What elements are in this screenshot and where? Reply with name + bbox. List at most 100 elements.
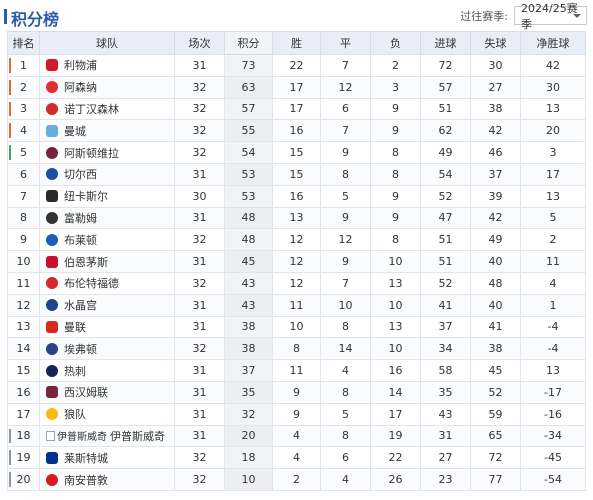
header-won[interactable]: 胜: [272, 31, 321, 55]
team-link[interactable]: 利物浦: [46, 57, 174, 73]
team-cell[interactable]: 利物浦: [39, 54, 175, 77]
team-link[interactable]: 富勒姆: [46, 210, 174, 226]
header-lost[interactable]: 负: [370, 31, 421, 55]
goals-against-cell: 72: [470, 446, 521, 470]
table-row[interactable]: 17 狼队 31 32 9 5 17 43 59 -16: [7, 402, 586, 426]
team-cell[interactable]: 阿斯顿维拉: [39, 141, 175, 164]
rank-cell: 2: [7, 75, 40, 99]
played-cell: 31: [174, 250, 225, 273]
team-cell[interactable]: 布莱顿: [39, 228, 175, 252]
team-cell[interactable]: 南安普敦: [39, 468, 175, 491]
crystal-palace-crest-icon: [46, 299, 58, 312]
team-link[interactable]: 伯恩茅斯: [46, 254, 174, 270]
table-row[interactable]: 14 埃弗顿 32 38 8 14 10 34 38 -4: [7, 337, 586, 361]
table-row[interactable]: 11 布伦特福德 32 43 12 7 13 52 48 4: [7, 271, 586, 295]
table-row[interactable]: 16 西汉姆联 31 35 9 8 14 35 52 -17: [7, 380, 586, 404]
team-cell[interactable]: 阿森纳: [39, 75, 175, 99]
team-link[interactable]: 布伦特福德: [46, 275, 174, 291]
won-cell: 11: [272, 359, 321, 382]
team-link[interactable]: 狼队: [46, 406, 174, 422]
goal-difference-cell: 3: [520, 141, 586, 164]
team-link[interactable]: 莱斯特城: [46, 450, 174, 466]
table-row[interactable]: 3 诺丁汉森林 32 57 17 6 9 51 38 13: [7, 97, 586, 121]
team-cell[interactable]: 诺丁汉森林: [39, 97, 175, 121]
team-link[interactable]: 西汉姆联: [46, 384, 174, 400]
team-cell[interactable]: 曼联: [39, 315, 175, 339]
team-cell[interactable]: 水晶宫: [39, 293, 175, 317]
team-cell[interactable]: 西汉姆联: [39, 380, 175, 404]
table-row[interactable]: 1 利物浦 31 73 22 7 2 72 30 42: [7, 54, 586, 77]
won-cell: 13: [272, 206, 321, 230]
team-cell[interactable]: 伊普斯威奇 伊普斯威奇: [39, 424, 175, 448]
table-row[interactable]: 13 曼联 31 38 10 8 13 37 41 -4: [7, 315, 586, 339]
goals-against-cell: 30: [470, 54, 521, 77]
team-link[interactable]: 曼城: [46, 123, 174, 139]
team-link[interactable]: 伊普斯威奇 伊普斯威奇: [46, 428, 174, 444]
table-row[interactable]: 2 阿森纳 32 63 17 12 3 57 27 30: [7, 75, 586, 99]
team-link[interactable]: 阿森纳: [46, 79, 174, 95]
team-link[interactable]: 布莱顿: [46, 232, 174, 248]
team-cell[interactable]: 纽卡斯尔: [39, 184, 175, 208]
team-link[interactable]: 曼联: [46, 319, 174, 335]
header-goals-against[interactable]: 失球: [470, 31, 521, 55]
header-drawn[interactable]: 平: [320, 31, 371, 55]
standings-table: 排名 球队 场次 积分 胜 平 负 进球 失球 净胜球 1 利物浦 31 73 22 7 2…: [7, 31, 586, 491]
nottingham-forest-crest-icon: [46, 102, 58, 115]
season-filter: 过往赛季: 2024/25赛季: [460, 2, 587, 31]
team-cell[interactable]: 富勒姆: [39, 206, 175, 230]
team-cell[interactable]: 曼城: [39, 119, 175, 143]
team-link[interactable]: 阿斯顿维拉: [46, 145, 174, 161]
table-row[interactable]: 9 布莱顿 32 48 12 12 8 51 49 2: [7, 228, 586, 252]
team-link[interactable]: 切尔西: [46, 166, 174, 182]
played-cell: 32: [174, 119, 225, 143]
table-row[interactable]: 10 伯恩茅斯 31 45 12 9 10 51 40 11: [7, 250, 586, 273]
season-select[interactable]: 2024/25赛季: [514, 2, 587, 31]
table-row[interactable]: 8 富勒姆 31 48 13 9 9 47 42 5: [7, 206, 586, 230]
season-filter-label: 过往赛季:: [460, 9, 508, 23]
lost-cell: 14: [370, 380, 421, 404]
rank-value: 19: [16, 451, 31, 465]
table-row[interactable]: 15 热刺 31 37 11 4 16 58 45 13: [7, 359, 586, 382]
team-link[interactable]: 纽卡斯尔: [46, 188, 174, 204]
team-link[interactable]: 热刺: [46, 363, 174, 379]
team-cell[interactable]: 伯恩茅斯: [39, 250, 175, 273]
points-cell: 63: [224, 75, 273, 99]
team-link[interactable]: 埃弗顿: [46, 341, 174, 357]
header-rank[interactable]: 排名: [7, 31, 40, 55]
header-points[interactable]: 积分: [224, 31, 273, 55]
played-cell: 31: [174, 54, 225, 77]
team-name: 阿斯顿维拉: [64, 146, 119, 160]
table-row[interactable]: 7 纽卡斯尔 30 53 16 5 9 52 39 13: [7, 184, 586, 208]
header-goals-for[interactable]: 进球: [420, 31, 471, 55]
goals-for-cell: 57: [420, 75, 471, 99]
header-played[interactable]: 场次: [174, 31, 225, 55]
team-cell[interactable]: 埃弗顿: [39, 337, 175, 361]
team-cell[interactable]: 切尔西: [39, 162, 175, 186]
table-row[interactable]: 4 曼城 32 55 16 7 9 62 42 20: [7, 119, 586, 143]
header-goal-difference[interactable]: 净胜球: [520, 31, 586, 55]
table-row[interactable]: 19 莱斯特城 32 18 4 6 22 27 72 -45: [7, 446, 586, 470]
goals-for-cell: 51: [420, 97, 471, 121]
points-cell: 35: [224, 380, 273, 404]
team-link[interactable]: 诺丁汉森林: [46, 101, 174, 117]
header-team[interactable]: 球队: [39, 31, 175, 55]
team-name: 伊普斯威奇: [110, 429, 165, 443]
table-row[interactable]: 5 阿斯顿维拉 32 54 15 9 8 49 46 3: [7, 141, 586, 164]
team-name: 伯恩茅斯: [64, 255, 108, 269]
table-row[interactable]: 18 伊普斯威奇 伊普斯威奇 31 20 4 8 19 31 65 -34: [7, 424, 586, 448]
table-row[interactable]: 6 切尔西 31 53 15 8 8 54 37 17: [7, 162, 586, 186]
team-name: 富勒姆: [64, 211, 97, 225]
team-link[interactable]: 水晶宫: [46, 297, 174, 313]
man-city-crest-icon: [46, 124, 58, 137]
team-cell[interactable]: 热刺: [39, 359, 175, 382]
goals-for-cell: 34: [420, 337, 471, 361]
team-link[interactable]: 南安普敦: [46, 472, 174, 488]
rank-value: 5: [20, 146, 27, 160]
team-cell[interactable]: 莱斯特城: [39, 446, 175, 470]
team-cell[interactable]: 狼队: [39, 402, 175, 426]
rank-value: 10: [16, 255, 31, 269]
table-row[interactable]: 12 水晶宫 31 43 11 10 10 41 40 1: [7, 293, 586, 317]
table-row[interactable]: 20 南安普敦 32 10 2 4 26 23 77 -54: [7, 468, 586, 491]
team-cell[interactable]: 布伦特福德: [39, 271, 175, 295]
broken-image-icon: 伊普斯威奇: [46, 428, 107, 443]
